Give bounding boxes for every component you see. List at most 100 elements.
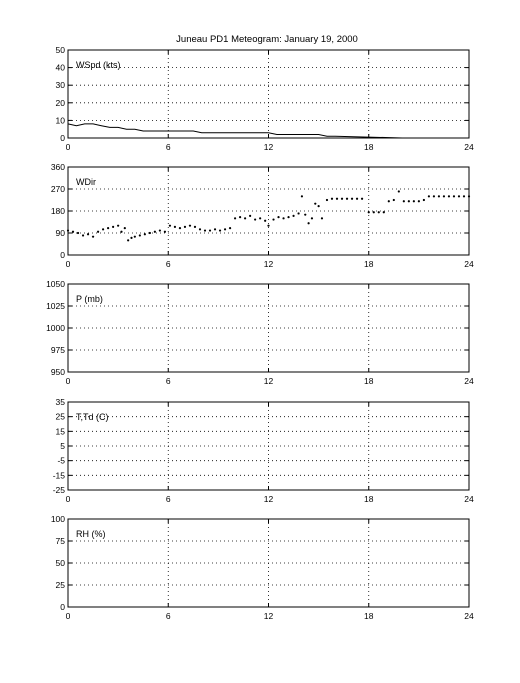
y-tick-label: -5 — [57, 456, 65, 466]
data-point — [130, 236, 133, 239]
data-point — [143, 233, 146, 236]
x-tick-label: 18 — [364, 142, 374, 152]
y-tick-label: 50 — [56, 558, 66, 568]
data-point — [452, 195, 456, 198]
data-point — [432, 195, 436, 198]
x-tick-label: 6 — [166, 376, 171, 386]
y-tick-label: 15 — [56, 426, 66, 436]
y-tick-label: -25 — [53, 485, 66, 495]
data-point — [462, 195, 466, 198]
data-point — [457, 195, 461, 198]
data-point — [198, 228, 202, 231]
data-point — [317, 205, 320, 208]
data-point — [213, 228, 217, 231]
data-point — [367, 211, 370, 214]
data-point — [377, 211, 380, 214]
y-tick-label: 0 — [60, 133, 65, 143]
data-point — [310, 217, 314, 220]
data-point — [325, 198, 329, 202]
data-point — [163, 230, 167, 233]
x-tick-label: 0 — [66, 611, 71, 621]
x-tick-label: 18 — [364, 494, 374, 504]
x-tick-label: 0 — [66, 376, 71, 386]
data-point — [91, 235, 95, 238]
data-point — [223, 228, 227, 231]
panel-label: P (mb) — [76, 294, 103, 304]
data-point — [254, 218, 257, 221]
x-tick-label: 18 — [364, 611, 374, 621]
y-tick-label: 180 — [51, 206, 65, 216]
x-tick-label: 12 — [264, 259, 274, 269]
data-point — [183, 225, 187, 228]
data-point — [350, 197, 354, 200]
data-point — [442, 195, 446, 198]
y-tick-label: 1000 — [46, 323, 65, 333]
data-point — [81, 234, 85, 237]
x-tick-label: 18 — [364, 376, 374, 386]
y-tick-label: 30 — [56, 80, 66, 90]
y-tick-label: 975 — [51, 345, 65, 355]
data-point — [168, 224, 172, 227]
data-point — [304, 213, 307, 216]
panel-wdir: 0 6 12 18 24 360 270 180 90 0 WDir — [51, 162, 474, 269]
data-point — [71, 230, 75, 233]
y-tick-label: 25 — [56, 580, 66, 590]
data-point — [117, 224, 120, 227]
panel-wspd: 0 6 12 18 24 50 40 30 20 10 0 WSpd (kts) — [56, 45, 474, 152]
y-tick-label: 25 — [56, 412, 66, 422]
x-tick-label: 12 — [264, 494, 274, 504]
data-point — [76, 231, 80, 235]
data-point — [372, 211, 375, 214]
x-tick-label: 24 — [464, 611, 474, 621]
data-point — [272, 218, 275, 221]
y-tick-label: 35 — [56, 397, 66, 407]
data-point — [282, 217, 285, 220]
y-tick-label: 0 — [60, 250, 65, 260]
y-tick-label: 5 — [60, 441, 65, 451]
data-point — [412, 200, 415, 203]
x-tick-label: 24 — [464, 259, 474, 269]
x-tick-label: 6 — [166, 142, 171, 152]
data-point — [267, 224, 270, 227]
data-point — [402, 200, 405, 203]
data-point — [188, 224, 192, 227]
y-tick-label: 360 — [51, 162, 65, 172]
data-point — [417, 200, 420, 203]
x-tick-label: 18 — [364, 259, 374, 269]
x-tick-label: 12 — [264, 376, 274, 386]
chart-title: Juneau PD1 Meteogram: January 19, 2000 — [176, 34, 358, 45]
series-line — [67, 123, 469, 139]
data-point — [203, 229, 207, 232]
x-tick-label: 6 — [166, 259, 171, 269]
data-point — [437, 195, 441, 198]
data-point — [123, 227, 126, 230]
data-point — [208, 229, 212, 232]
x-tick-label: 24 — [464, 376, 474, 386]
data-point — [297, 212, 300, 215]
y-tick-label: 75 — [56, 536, 66, 546]
data-point — [101, 228, 105, 231]
x-tick-label: 12 — [264, 611, 274, 621]
data-point — [382, 211, 385, 214]
data-point — [120, 230, 123, 233]
data-point — [407, 200, 410, 203]
data-point — [259, 217, 262, 220]
x-tick-label: 0 — [66, 142, 71, 152]
y-tick-label: 270 — [51, 184, 65, 194]
data-point — [360, 197, 364, 200]
data-point — [330, 197, 334, 200]
y-tick-label: 100 — [51, 514, 65, 524]
data-point — [112, 225, 115, 228]
data-point — [138, 234, 141, 237]
data-point — [96, 230, 100, 233]
data-point — [387, 200, 390, 203]
data-point — [355, 197, 359, 200]
data-point — [127, 239, 130, 242]
y-tick-label: 90 — [56, 228, 66, 238]
x-tick-label: 0 — [66, 259, 71, 269]
x-tick-label: 24 — [464, 494, 474, 504]
data-point — [193, 225, 197, 228]
data-point — [173, 225, 177, 228]
data-point — [340, 197, 344, 200]
